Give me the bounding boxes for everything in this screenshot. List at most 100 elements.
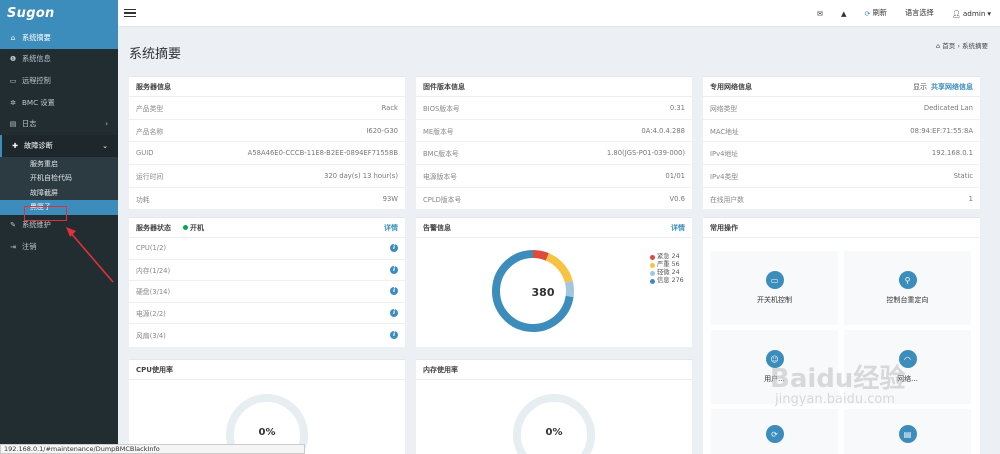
user-card[interactable]: ☺ 用户... [711, 330, 838, 404]
refresh-label: 刷新 [872, 8, 887, 17]
alarm-panel: 告警信息 详情 380 紧急 24 严重 56 轻微 24 信息 276 [416, 217, 692, 347]
card-label: 用户... [764, 375, 785, 383]
power-control-card[interactable]: ▭ 开关机控制 [711, 251, 838, 325]
menu-toggle-icon[interactable] [124, 6, 136, 19]
sidebar-item-label: 远程控制 [22, 75, 51, 85]
memory-gauge [513, 394, 595, 454]
network-card[interactable]: ◠ 网络... [844, 330, 971, 404]
sidebar-item-label: 注销 [22, 241, 37, 251]
status-row: 硬盘(3/14) i [129, 281, 405, 303]
breadcrumb-home[interactable]: 首页 [942, 42, 956, 50]
info-icon[interactable]: i [390, 287, 398, 296]
donut-slice-1 [545, 253, 573, 284]
info-row: ME版本号 0A:4.0.4.288 [416, 120, 692, 143]
info-row: 产品名称 I620-G30 [129, 120, 405, 143]
info-row: 功耗 93W [136, 195, 398, 205]
language-select[interactable]: 语言选择 [904, 8, 934, 17]
power-state: 开机 [190, 223, 204, 232]
status-row: 电源(2/2) i [129, 303, 405, 324]
panel-title: 服务器状态 [136, 223, 171, 232]
donut-slice-2 [564, 280, 574, 298]
app-logo: Sugon [0, 0, 118, 27]
monitor-icon: ▭ [9, 76, 17, 85]
mail-icon[interactable]: ✉ [816, 8, 824, 18]
panel-title: 常用操作 [703, 218, 980, 238]
annotation-arrow [66, 227, 114, 283]
home-icon: ⌂ [936, 42, 941, 50]
sidebar-item-diagnosis[interactable]: ✚ 故障诊断 ⌄ [0, 134, 118, 157]
status-details-link[interactable]: 详情 [384, 223, 398, 232]
user-menu[interactable]: 👤︎ admin ▾ [952, 9, 991, 18]
card-label: 开关机控制 [757, 296, 792, 304]
page-title: 系统摘要 [129, 47, 182, 62]
document-card[interactable]: ▤ [844, 409, 971, 454]
panel-title: 告警信息 [423, 223, 451, 232]
user-icon: ☺ [765, 350, 784, 368]
sidebar-item-label: 系统维护 [22, 220, 51, 230]
sidebar-item-logout[interactable]: ⇥ 注销 [0, 236, 118, 258]
info-icon[interactable]: i [390, 330, 398, 339]
browser-status-url: 192.168.0.1/#maintenance/DumpBMCBlackInf… [0, 444, 305, 454]
caret-down-icon: ▾ [987, 8, 991, 18]
joystick-icon: ⚲ [898, 271, 917, 289]
wrench-icon: ✎ [10, 221, 16, 230]
user-icon: 👤︎ [951, 8, 961, 18]
info-row: 电源版本号 01/01 [416, 165, 692, 188]
submenu-item-black-box[interactable]: 黑匣子 [0, 200, 118, 215]
info-icon[interactable]: i [390, 265, 398, 274]
submenu-item-fault-screenshot[interactable]: 故障截屏 [30, 188, 58, 197]
submenu-item-service-restart[interactable]: 服务重启 [30, 159, 58, 168]
breadcrumb-separator: › [957, 42, 960, 50]
info-icon: ❶ [9, 55, 17, 64]
firmware-info-panel: 固件版本信息 BIOS版本号 0.31 ME版本号 0A:4.0.4.288 BMC… [416, 76, 692, 209]
legend-item: 轻微 24 [650, 269, 684, 277]
sidebar-item-label: 系统摘要 [22, 32, 51, 42]
panel-title: 固件版本信息 [416, 77, 692, 97]
alarm-total: 380 [531, 286, 555, 299]
donut-slice-3 [492, 250, 574, 332]
memory-usage-panel: 内存使用率 0% [416, 359, 692, 454]
info-row: CPLD版本号 V0.6 [423, 195, 685, 205]
alarm-details-link[interactable]: 详情 [671, 223, 685, 232]
info-row: 在线用户数 1 [710, 195, 973, 205]
legend-item: 严重 56 [650, 261, 684, 269]
submenu-item-post-code[interactable]: 开机自检代码 [30, 174, 72, 183]
card-label: 控制台重定向 [886, 296, 929, 304]
sidebar-item-remote-control[interactable]: ▭ 远程控制 [0, 70, 118, 92]
info-row: BMC版本号 1.80(JGS-P01-039-000) [416, 142, 692, 166]
sidebar-item-system-info[interactable]: ❶ 系统信息 [0, 49, 118, 71]
sidebar-item-summary[interactable]: ⌂ 系统摘要 [0, 27, 118, 49]
info-icon[interactable]: i [390, 308, 398, 317]
annotation-highlight-box [24, 206, 67, 221]
refresh-button[interactable]: ⟳ 刷新 [865, 8, 887, 18]
cpu-gauge [226, 394, 308, 454]
breadcrumb-current: 系统摘要 [962, 42, 988, 50]
panel-title: CPU使用率 [129, 360, 405, 380]
shared-network-link[interactable]: 共享网络信息 [931, 82, 973, 91]
status-row: 风扇(3/4) i [129, 324, 405, 346]
sidebar-item-label: 系统信息 [22, 54, 51, 64]
info-icon[interactable]: i [390, 244, 398, 253]
diagnosis-icon: ✚ [12, 141, 18, 150]
chevron-down-icon: ⌄ [102, 141, 108, 150]
warning-icon[interactable]: ▲ [841, 8, 847, 18]
sidebar-item-logs[interactable]: ▤ 日志 › [0, 113, 118, 135]
sidebar-item-bmc-settings[interactable]: ✲ BMC 设置 [0, 92, 118, 114]
info-row: 网络类型 Dedicated Lan [703, 97, 980, 120]
chevron-right-icon: › [105, 120, 108, 129]
alarm-legend: 紧急 24 严重 56 轻微 24 信息 276 [650, 253, 684, 285]
power-on-indicator [183, 225, 188, 230]
legend-item: 信息 276 [650, 277, 684, 285]
refresh-icon: ⟳ [765, 425, 784, 443]
console-redirect-card[interactable]: ⚲ 控制台重定向 [844, 251, 971, 325]
refresh-card[interactable]: ⟳ [711, 409, 838, 454]
sidebar-item-maintenance[interactable]: ✎ 系统维护 [0, 215, 118, 237]
home-icon: ⌂ [10, 33, 16, 42]
panel-title: 专用网络信息 [710, 82, 752, 91]
legend-item: 紧急 24 [650, 253, 684, 261]
cpu-usage-panel: CPU使用率 0% [129, 359, 405, 454]
info-row: IPv4类型 Static [703, 165, 980, 188]
monitor-icon: ▭ [765, 271, 784, 289]
alarm-donut-chart [492, 250, 574, 332]
info-row: GUID A58A46E0-CCCB-11E8-B2EE-0894EF71558B [129, 142, 405, 166]
